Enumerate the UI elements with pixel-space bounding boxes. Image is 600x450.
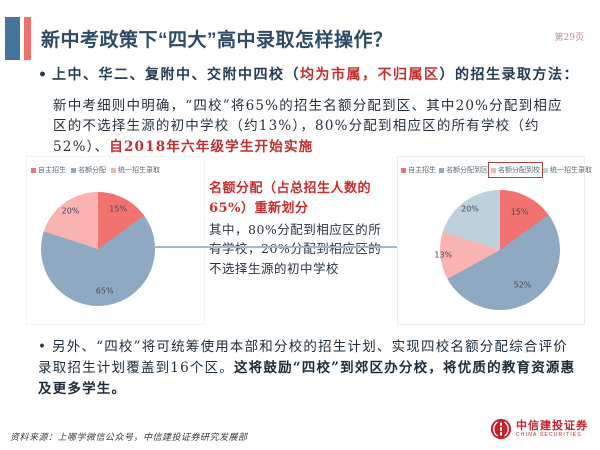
legend-item: 自主招生	[31, 165, 66, 175]
policy-paragraph: 新中考细则中明确，“四校”将65%的招生名额分配到区、其中20%分配到相应区的不…	[53, 96, 569, 157]
bullet-second-text: 另外、“四校”将可统筹使用本部和分校的招生计划、实现四校名额分配综合评价录取招生…	[38, 339, 569, 376]
bullet-marker: •	[38, 339, 48, 355]
bullet-first: • 上中、华二、复附中、交附中四校（均为市属，不归属区）的招生录取方法：	[38, 66, 583, 86]
legend-item: 自主招生	[401, 165, 436, 175]
legend-label: 统一招生录取	[118, 166, 160, 174]
legend-label: 自主招生	[408, 166, 436, 174]
bullet-second-bold-text: 这将鼓励“四校”到郊区办分校，将优质的教育资源惠及更多学生。	[38, 359, 576, 397]
company-name-en: CHINA SECURITIES	[516, 432, 582, 438]
policy-paragraph-main: 新中考细则中明确，“四校”将65%的招生名额分配到区、其中20%分配到相应区的不…	[53, 98, 563, 155]
page-number: 第29页	[554, 33, 584, 43]
legend-item: 名额分配	[71, 165, 106, 175]
title-accent-bar-red	[24, 17, 31, 60]
company-logo-icon	[490, 418, 512, 440]
legend-item: 名额分配到校	[488, 162, 543, 178]
legend-label: 自主招生	[38, 166, 66, 174]
pie-slice-label: 52%	[513, 280, 532, 290]
pie-slice-label: 15%	[109, 204, 128, 214]
connector-arrow-line	[155, 246, 447, 248]
bullet-first-text: 上中、华二、复附中、交附中四校（	[52, 67, 300, 83]
legend-item: 名额分配到区	[439, 165, 488, 175]
bullet-first-tail: ）的招生录取方法：	[439, 67, 579, 83]
legend-swatch	[31, 167, 36, 173]
source-note: 资料来源：上哪学微信公众号，中信建投证券研究发展部	[10, 433, 248, 443]
legend-swatch	[543, 167, 548, 173]
pie-slice-label: 15%	[510, 207, 529, 216]
left-pie-chart: 15% 65% 20%	[41, 192, 155, 306]
bullet-marker: •	[38, 67, 49, 83]
left-chart-legend: 自主招生 名额分配 统一招生录取	[31, 165, 160, 175]
bullet-first-red-text: 均为市属，不归属区	[300, 67, 440, 83]
legend-swatch	[111, 167, 116, 173]
annotation-block: 名额分配（占总招生人数的65%）重新划分 其中，80%分配到相应区的所有学校，2…	[209, 179, 393, 278]
pie-slice-label: 13%	[434, 250, 453, 260]
policy-paragraph-red: 自2018年六年级学生开始实施	[109, 138, 314, 155]
annotation-body: 其中，80%分配到相应区的所有学校，20%分配到相应区的不选择生源的初中学校	[209, 222, 382, 276]
legend-swatch	[401, 167, 406, 173]
legend-label: 名额分配到校	[498, 166, 540, 174]
title-accent-bar-blue	[5, 17, 20, 60]
legend-item: 统一招生录取	[543, 165, 592, 175]
legend-swatch	[491, 167, 496, 173]
legend-label: 名额分配到区	[446, 166, 488, 174]
annotation-title: 名额分配（占总招生人数的65%）重新划分	[209, 181, 372, 216]
company-logo: 中信建投证券 CHINA SECURITIES	[490, 418, 588, 440]
pie-slice-label: 65%	[95, 286, 114, 296]
pie-slice-label: 20%	[61, 206, 80, 216]
legend-swatch	[71, 167, 76, 173]
right-pie-chart: 15% 52% 13% 20%	[434, 190, 560, 310]
right-chart-legend: 自主招生 名额分配到区 名额分配到校 统一招生录取	[401, 162, 592, 178]
legend-item: 统一招生录取	[111, 165, 160, 175]
company-name-cn: 中信建投证券	[516, 419, 588, 432]
legend-label: 统一招生录取	[550, 166, 592, 174]
legend-swatch	[439, 167, 444, 173]
bullet-second: • 另外、“四校”将可统筹使用本部和分校的招生计划、实现四校名额分配综合评价录取招…	[38, 337, 578, 400]
pie-slice-label: 20%	[461, 204, 479, 214]
page-title: 新中考政策下“四大”高中录取怎样操作？	[41, 30, 393, 51]
company-logo-text: 中信建投证券 CHINA SECURITIES	[516, 420, 588, 438]
legend-label: 名额分配	[78, 166, 106, 174]
